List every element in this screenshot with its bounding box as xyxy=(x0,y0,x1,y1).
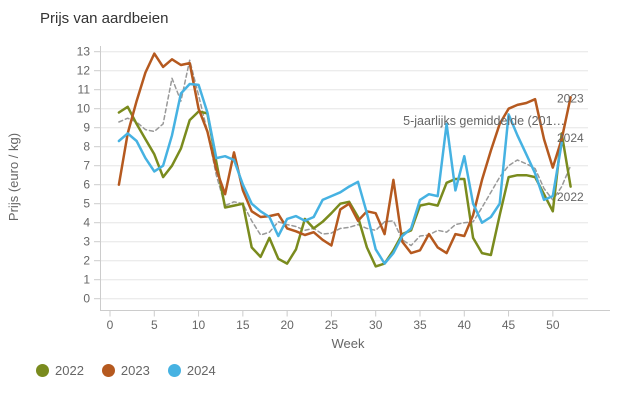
x-axis-title: Week xyxy=(332,336,365,351)
x-tick-label-30: 30 xyxy=(369,318,383,332)
legend-item-2024[interactable]: 2024 xyxy=(167,363,216,378)
x-tick-label-25: 25 xyxy=(325,318,339,332)
legend-marker-2023 xyxy=(101,364,115,377)
legend-item-2022[interactable]: 2022 xyxy=(36,363,84,378)
y-tick-label-6: 6 xyxy=(83,178,90,192)
legend-marker-2022 xyxy=(36,364,49,377)
y-tick-label-12: 12 xyxy=(77,64,91,78)
legend-label-2024: 2024 xyxy=(186,363,216,378)
y-tick-label-2: 2 xyxy=(83,254,90,268)
series-line-2024[interactable] xyxy=(117,82,563,265)
chart-legend: 2022 2023 2024 xyxy=(36,363,216,378)
y-tick-label-11: 11 xyxy=(78,83,91,97)
y-axis-title: Prijs (euro / kg) xyxy=(6,133,21,221)
x-tick-label-40: 40 xyxy=(458,318,472,332)
y-tick-label-4: 4 xyxy=(83,216,90,230)
legend-item-2023[interactable]: 2023 xyxy=(101,363,150,378)
x-tick-label-0: 0 xyxy=(107,318,114,332)
y-tick-label-10: 10 xyxy=(77,102,91,116)
y-tick-label-8: 8 xyxy=(83,140,90,154)
series-line-5jaarlijksgemiddelde[interactable] xyxy=(118,59,572,247)
series-end-label-2023: 2023 xyxy=(557,91,584,105)
x-tick-label-45: 45 xyxy=(502,318,516,332)
y-tick-label-13: 13 xyxy=(77,45,91,59)
x-tick-label-10: 10 xyxy=(192,318,206,332)
series-annotation-label: 5-jaarlijks gemiddelde (201… xyxy=(403,114,565,128)
x-tick-label-35: 35 xyxy=(413,318,427,332)
x-tick-label-20: 20 xyxy=(280,318,294,332)
y-tick-label-1: 1 xyxy=(83,273,90,287)
legend-label-2022: 2022 xyxy=(55,363,84,378)
x-tick-label-50: 50 xyxy=(546,318,560,332)
series-line-2022[interactable] xyxy=(117,105,572,268)
series-end-label-2024: 2024 xyxy=(557,131,584,145)
series-end-label-2022: 2022 xyxy=(557,190,584,204)
chart-title: Prijs van aardbeien xyxy=(40,10,169,27)
y-tick-label-7: 7 xyxy=(83,159,90,173)
series-line-2023[interactable] xyxy=(117,52,572,255)
x-tick-label-15: 15 xyxy=(236,318,250,332)
y-tick-label-0: 0 xyxy=(83,292,90,306)
legend-marker-2024 xyxy=(167,364,181,377)
y-tick-label-5: 5 xyxy=(83,197,90,211)
x-tick-label-5: 5 xyxy=(151,318,158,332)
y-tick-label-3: 3 xyxy=(83,235,90,249)
y-tick-label-9: 9 xyxy=(83,121,90,135)
legend-label-2023: 2023 xyxy=(120,363,150,378)
